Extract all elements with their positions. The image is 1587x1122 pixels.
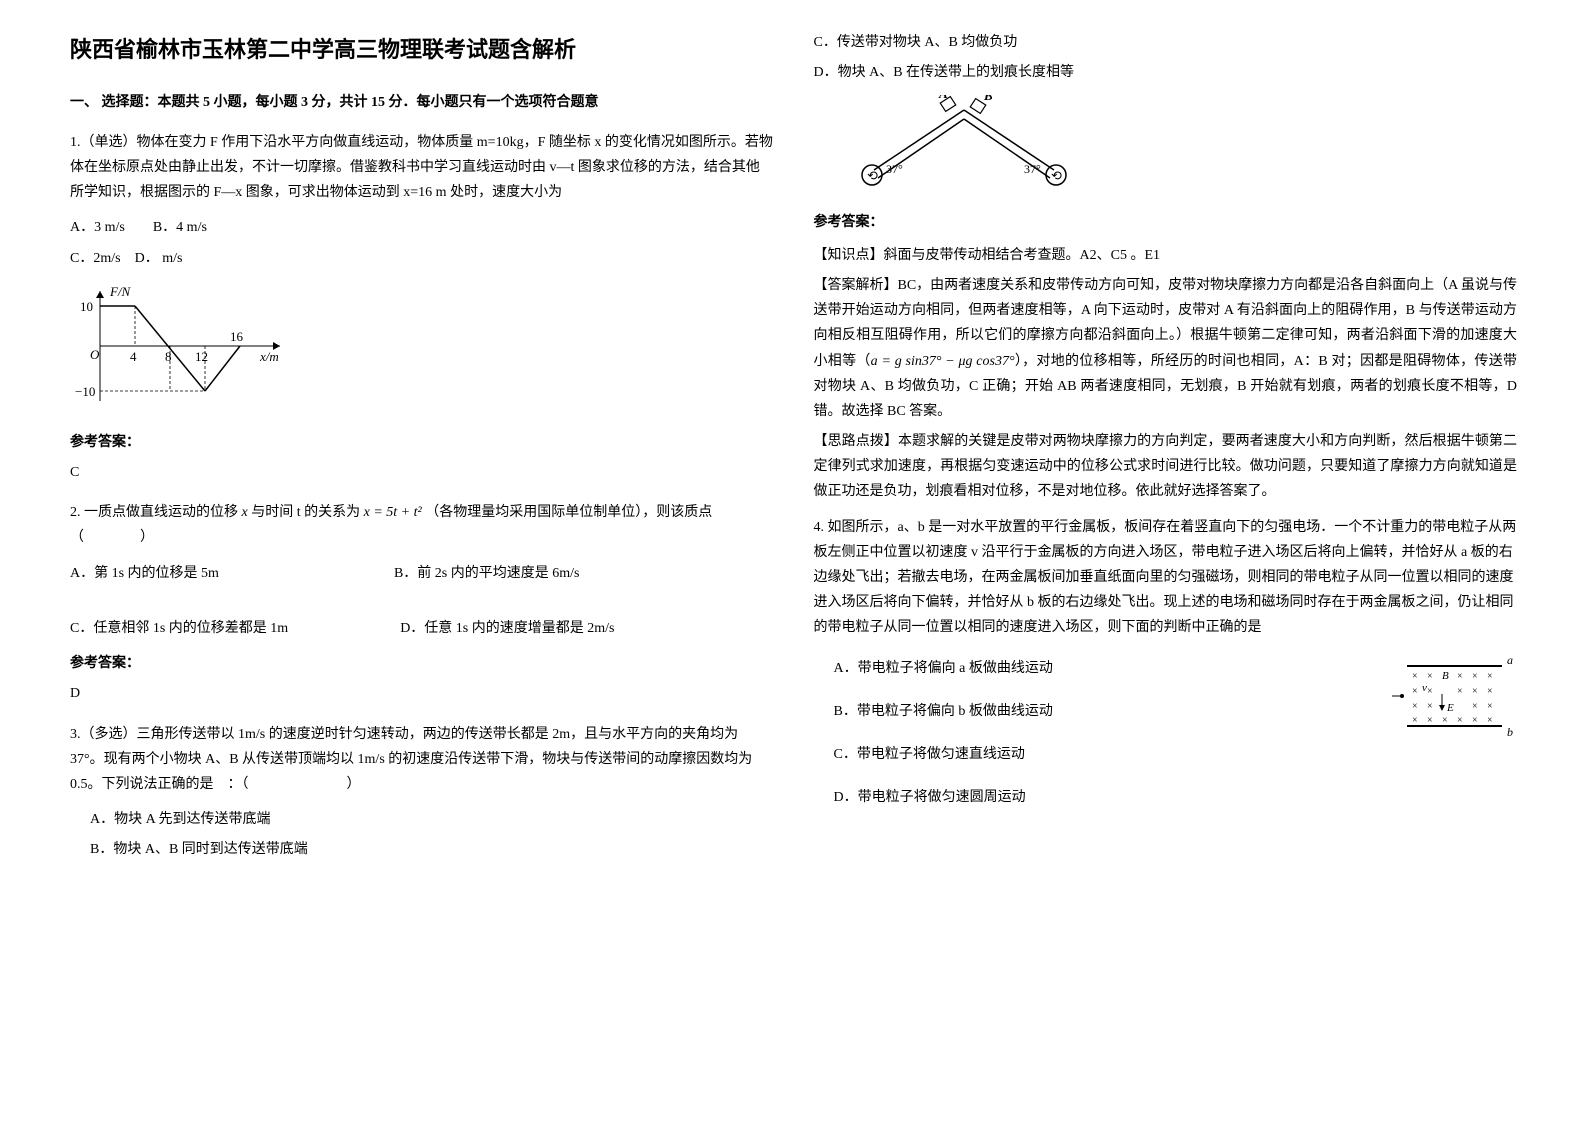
right-column: C．传送带对物块 A、B 均做负功 D．物块 A、B 在传送带上的划痕长度相等 … [794, 30, 1538, 1092]
kp-label: 【知识点】 [814, 248, 884, 263]
q3-tip: 【思路点拨】本题求解的关键是皮带对两物块摩擦力的方向判定，要两者速度大小和方向判… [814, 429, 1518, 505]
q3-opt-b: B．物块 A、B 同时到达传送带底端 [90, 837, 774, 862]
kp-text: 斜面与皮带传动相结合考查题。A2、C5 。E1 [884, 248, 1161, 263]
q2-text-pre: 2. 一质点做直线运动的位移 [70, 505, 238, 520]
svg-text:×: × [1487, 686, 1493, 697]
belt-diagram: ⟲ ⟲ A B 37° 37° [844, 95, 1518, 199]
triangle-belt-icon: ⟲ ⟲ A B 37° 37° [844, 95, 1084, 190]
question-3: 3.（多选）三角形传送带以 1m/s 的速度逆时针匀速转动，两边的传送带长都是 … [70, 722, 774, 863]
page-title: 陕西省榆林市玉林第二中学高三物理联考试题含解析 [70, 30, 774, 70]
q2-opt-d: D．任意 1s 内的速度增量都是 2m/s [400, 621, 614, 636]
fx-graph-icon: F/N x/m 10 −10 O 4 8 12 16 [70, 281, 290, 411]
svg-text:−10: −10 [75, 384, 95, 399]
svg-text:x/m: x/m [259, 349, 279, 364]
q1-opt-ab: A．3 m/s B．4 m/s [70, 215, 774, 240]
svg-text:12: 12 [195, 349, 208, 364]
parallel-plate-icon: a b v E B ××××× ××××× ×××× ×××××× [1387, 651, 1517, 741]
svg-text:4: 4 [130, 349, 137, 364]
svg-text:16: 16 [230, 329, 244, 344]
svg-text:O: O [90, 347, 100, 362]
svg-text:B: B [983, 95, 993, 103]
q3-text: 3.（多选）三角形传送带以 1m/s 的速度逆时针匀速转动，两边的传送带长都是 … [70, 722, 774, 798]
q2-options: A．第 1s 内的位移是 5m B．前 2s 内的平均速度是 6m/s C．任意… [70, 561, 774, 642]
tip-label: 【思路点拨】 [814, 434, 898, 449]
svg-text:×: × [1487, 715, 1493, 726]
q4-opt-d: D．带电粒子将做匀速圆周运动 [834, 785, 1518, 810]
q4-diagram: a b v E B ××××× ××××× ×××× ×××××× [1387, 651, 1517, 750]
svg-text:a: a [1507, 653, 1513, 667]
svg-text:⟲: ⟲ [1051, 168, 1062, 183]
svg-text:×: × [1427, 701, 1433, 712]
question-1: 1.（单选）物体在变力 F 作用下沿水平方向做直线运动，物体质量 m=10kg，… [70, 130, 774, 486]
q2-opt-b: B．前 2s 内的平均速度是 6m/s [394, 566, 580, 581]
svg-text:×: × [1487, 701, 1493, 712]
q3-opt-d: D．物块 A、B 在传送带上的划痕长度相等 [814, 60, 1518, 85]
svg-text:B: B [1442, 670, 1449, 682]
svg-text:×: × [1457, 715, 1463, 726]
q1-opt-cd: C．2m/s D． m/s [70, 246, 774, 271]
svg-text:A: A [938, 95, 948, 101]
svg-text:×: × [1487, 671, 1493, 682]
svg-text:10: 10 [80, 299, 93, 314]
q2-text: 2. 一质点做直线运动的位移 x 与时间 t 的关系为 x = 5t + t² … [70, 500, 774, 550]
q2-formula: x = 5t + t² [364, 505, 422, 520]
q1-answer: C [70, 460, 774, 485]
svg-text:37°: 37° [1024, 162, 1041, 176]
q1-options: A．3 m/s B．4 m/s C．2m/s D． m/s [70, 215, 774, 270]
q2-line1: A．第 1s 内的位移是 5m B．前 2s 内的平均速度是 6m/s [70, 561, 774, 586]
svg-text:×: × [1412, 715, 1418, 726]
tip-text: 本题求解的关键是皮带对两物块摩擦力的方向判定，要两者速度大小和方向判断，然后根据… [814, 434, 1518, 499]
q1-graph: F/N x/m 10 −10 O 4 8 12 16 [70, 281, 774, 420]
q2-text-mid: 与时间 t 的关系为 [251, 505, 360, 520]
svg-text:⟲: ⟲ [867, 168, 878, 183]
question-4: 4. 如图所示，a、b 是一对水平放置的平行金属板，板间存在着竖直向下的匀强电场… [814, 515, 1518, 811]
ans-label: 【答案解析】 [814, 278, 898, 293]
section-header: 一、 选择题：本题共 5 小题，每小题 3 分，共计 15 分．每小题只有一个选… [70, 90, 774, 115]
q4-text: 4. 如图所示，a、b 是一对水平放置的平行金属板，板间存在着竖直向下的匀强电场… [814, 515, 1518, 641]
q1-opt-b: B．4 m/s [153, 220, 207, 235]
svg-text:×: × [1442, 715, 1448, 726]
q3-explanation: 【答案解析】BC，由两者速度关系和皮带传动方向可知，皮带对物块摩擦力方向都是沿各… [814, 273, 1518, 424]
q2-line2: C．任意相邻 1s 内的位移差都是 1m D．任意 1s 内的速度增量都是 2m… [70, 616, 774, 641]
svg-text:×: × [1412, 701, 1418, 712]
svg-text:E: E [1446, 702, 1454, 714]
q2-opt-c: C．任意相邻 1s 内的位移差都是 1m [70, 621, 288, 636]
svg-text:×: × [1427, 686, 1433, 697]
svg-text:×: × [1472, 686, 1478, 697]
q3-kp: 【知识点】斜面与皮带传动相结合考查题。A2、C5 。E1 [814, 243, 1518, 268]
q1-opt-a: A．3 m/s [70, 220, 125, 235]
q1-opt-d: D． m/s [135, 251, 183, 266]
svg-text:37°: 37° [886, 162, 903, 176]
svg-text:×: × [1412, 686, 1418, 697]
svg-text:×: × [1457, 686, 1463, 697]
q2-answer: D [70, 681, 774, 706]
svg-text:×: × [1472, 701, 1478, 712]
q2-opt-a: A．第 1s 内的位移是 5m [70, 566, 219, 581]
q3-answer-label: 参考答案： [814, 210, 1518, 235]
ans-formula: a = g sin37° − μg cos37° [871, 354, 1015, 369]
q1-opt-c: C．2m/s [70, 251, 121, 266]
question-2: 2. 一质点做直线运动的位移 x 与时间 t 的关系为 x = 5t + t² … [70, 500, 774, 706]
svg-text:×: × [1427, 715, 1433, 726]
left-column: 陕西省榆林市玉林第二中学高三物理联考试题含解析 一、 选择题：本题共 5 小题，… [50, 30, 794, 1092]
svg-text:×: × [1472, 671, 1478, 682]
svg-text:b: b [1507, 725, 1513, 739]
svg-text:×: × [1457, 671, 1463, 682]
q2-answer-label: 参考答案： [70, 651, 774, 676]
svg-text:×: × [1472, 715, 1478, 726]
q3-opt-a: A．物块 A 先到达传送带底端 [90, 807, 774, 832]
svg-text:F/N: F/N [109, 284, 132, 299]
q1-answer-label: 参考答案： [70, 430, 774, 455]
q3-opt-c: C．传送带对物块 A、B 均做负功 [814, 30, 1518, 55]
q1-text: 1.（单选）物体在变力 F 作用下沿水平方向做直线运动，物体质量 m=10kg，… [70, 130, 774, 206]
svg-text:×: × [1412, 671, 1418, 682]
svg-text:8: 8 [165, 349, 172, 364]
svg-text:×: × [1427, 671, 1433, 682]
